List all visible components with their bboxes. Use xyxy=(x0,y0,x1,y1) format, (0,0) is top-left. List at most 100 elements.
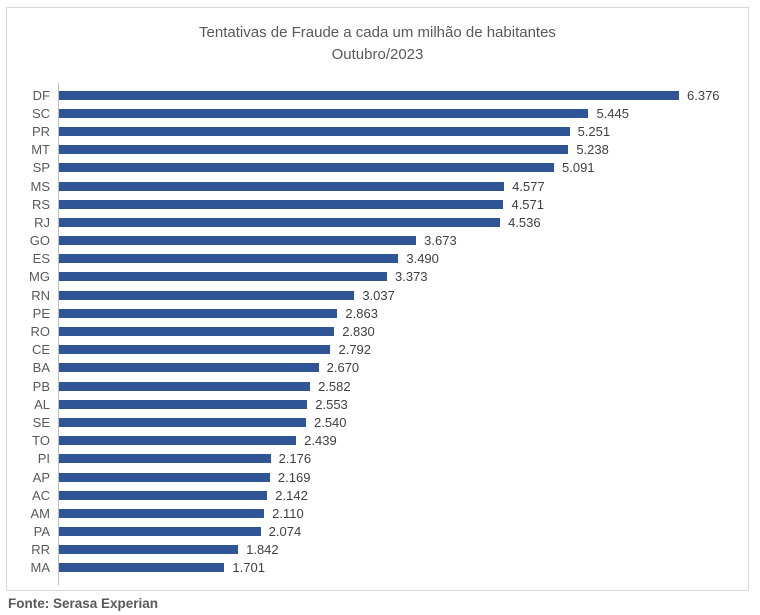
bar-row: RR 1.842 xyxy=(7,541,748,559)
category-label: PR xyxy=(31,123,50,139)
source-note: Fonte: Serasa Experian xyxy=(8,596,159,611)
bar-row: RO 2.830 xyxy=(7,322,748,340)
bar-row: PR 5.251 xyxy=(7,122,748,140)
bar-track: 1.701 xyxy=(58,561,748,574)
bar xyxy=(59,399,308,409)
category-label: AC xyxy=(31,487,50,503)
bar-row: CE 2.792 xyxy=(7,341,748,359)
bar-row: MT 5.238 xyxy=(7,141,748,159)
bar xyxy=(59,436,297,446)
value-label: 6.376 xyxy=(687,87,720,103)
bar-row: SC 5.445 xyxy=(7,104,748,122)
category-label: PB xyxy=(32,378,50,394)
bar-track: 3.037 xyxy=(58,289,748,302)
category-label: RR xyxy=(31,542,50,558)
bar-rows: DF 6.376 SC 5.445 PR 5.251 MT 5.238 SP 5.091 MS 4.5… xyxy=(7,86,748,577)
bar-track: 2.670 xyxy=(58,361,748,374)
bar xyxy=(59,417,306,427)
value-label: 3.373 xyxy=(394,269,428,285)
bar-row: MS 4.577 xyxy=(7,177,748,195)
value-label: 2.176 xyxy=(278,451,312,467)
category-label: RJ xyxy=(34,214,50,230)
value-label: 2.540 xyxy=(313,414,347,430)
bar-track: 2.142 xyxy=(58,489,748,502)
value-label: 2.582 xyxy=(318,378,351,394)
value-label: 1.842 xyxy=(246,542,279,558)
bar-row: MG 3.373 xyxy=(7,268,748,286)
category-label: DF xyxy=(32,87,50,103)
bar xyxy=(59,90,679,100)
value-label: 5.238 xyxy=(576,142,609,158)
chart-title: Tentativas de Fraude a cada um milhão de… xyxy=(199,24,556,41)
value-label: 5.445 xyxy=(596,105,630,121)
bar-row: ES 3.490 xyxy=(7,250,748,268)
bar-track: 2.830 xyxy=(58,325,748,338)
bar-row: DF 6.376 xyxy=(7,86,748,104)
category-label: TO xyxy=(32,433,50,449)
bar-row: TO 2.439 xyxy=(7,432,748,450)
category-label: ES xyxy=(32,251,50,267)
bar-row: PE 2.863 xyxy=(7,304,748,322)
category-label: PI xyxy=(37,451,50,467)
bar-track: 2.169 xyxy=(58,471,748,484)
bar-track: 3.673 xyxy=(58,234,748,247)
bar xyxy=(59,126,570,136)
value-label: 2.142 xyxy=(275,487,308,503)
bar-row: AM 2.110 xyxy=(7,504,748,522)
bar-track: 2.176 xyxy=(58,452,748,465)
bar-track: 5.445 xyxy=(58,107,748,120)
bar-row: PI 2.176 xyxy=(7,450,748,468)
bar-track: 2.540 xyxy=(58,416,748,429)
bar xyxy=(59,308,338,318)
plot-area: DF 6.376 SC 5.445 PR 5.251 MT 5.238 SP 5.091 MS 4.5… xyxy=(7,83,748,586)
bar xyxy=(59,381,311,391)
bar-track: 2.074 xyxy=(58,525,748,538)
bar-row: AL 2.553 xyxy=(7,395,748,413)
value-label: 3.673 xyxy=(424,233,457,249)
bar-track: 6.376 xyxy=(58,89,748,102)
value-label: 3.037 xyxy=(362,287,395,303)
bar-row: RN 3.037 xyxy=(7,286,748,304)
bar xyxy=(59,272,387,282)
value-label: 2.074 xyxy=(268,524,302,540)
bar-row: GO 3.673 xyxy=(7,232,748,250)
value-label: 2.169 xyxy=(277,469,311,485)
bar xyxy=(59,217,501,227)
bar-row: RJ 4.536 xyxy=(7,213,748,231)
chart-frame: Tentativas de Fraude a cada um milhão de… xyxy=(6,7,749,591)
category-label: CE xyxy=(31,342,50,358)
bar-row: AC 2.142 xyxy=(7,486,748,504)
bar xyxy=(59,490,268,500)
bar-row: SE 2.540 xyxy=(7,413,748,431)
bar-track: 4.536 xyxy=(58,216,748,229)
bar-row: AP 2.169 xyxy=(7,468,748,486)
value-label: 1.701 xyxy=(232,560,265,576)
bar-track: 5.091 xyxy=(58,161,748,174)
value-label: 2.670 xyxy=(326,360,360,376)
category-label: SC xyxy=(31,105,50,121)
chart-subtitle: Outubro/2023 xyxy=(331,46,424,63)
bar xyxy=(59,363,319,373)
value-label: 2.863 xyxy=(345,305,378,321)
bar-track: 1.842 xyxy=(58,543,748,556)
bar xyxy=(59,236,417,246)
value-label: 5.251 xyxy=(577,123,611,139)
bar-track: 2.582 xyxy=(58,380,748,393)
category-label: RS xyxy=(31,196,50,212)
bar-row: BA 2.670 xyxy=(7,359,748,377)
chart-title-block: Tentativas de Fraude a cada um milhão de… xyxy=(7,8,748,66)
bar xyxy=(59,199,504,209)
category-label: PE xyxy=(32,305,50,321)
bar xyxy=(59,472,270,482)
value-label: 2.439 xyxy=(304,433,337,449)
bar xyxy=(59,327,335,337)
category-label: BA xyxy=(32,360,50,376)
value-label: 4.577 xyxy=(512,178,545,194)
bar xyxy=(59,145,569,155)
value-label: 4.536 xyxy=(508,214,541,230)
bar xyxy=(59,508,265,518)
value-label: 2.792 xyxy=(338,342,372,358)
bar-track: 2.553 xyxy=(58,398,748,411)
bar xyxy=(59,108,589,118)
